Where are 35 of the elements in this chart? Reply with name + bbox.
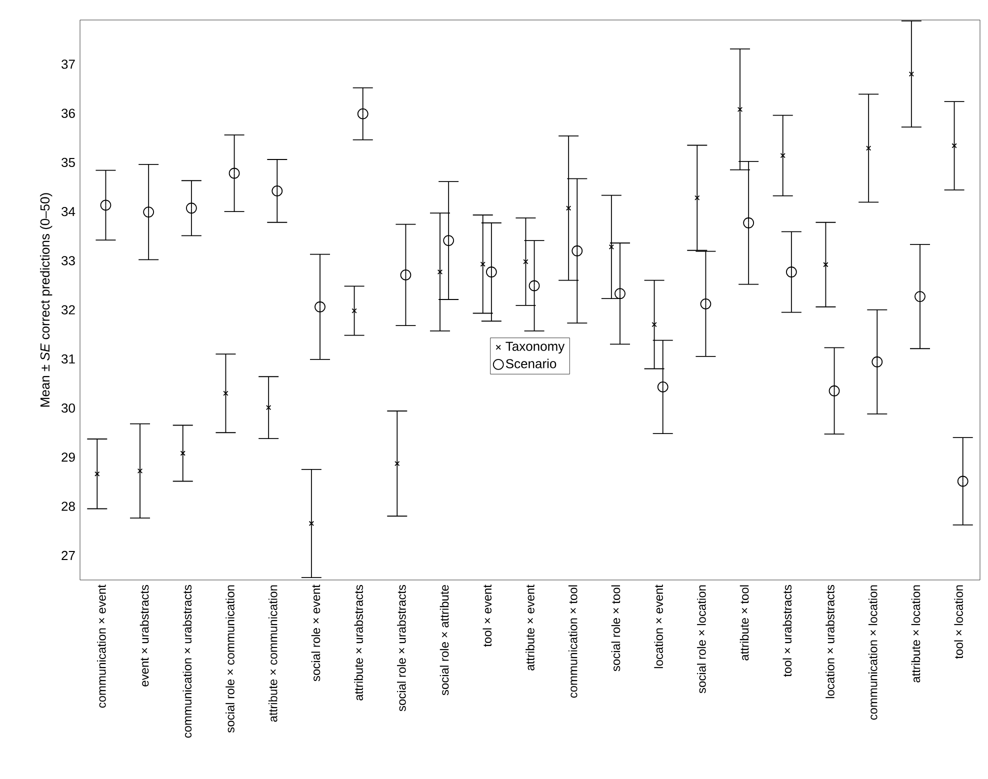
y-tick-label: 28 [62,502,75,511]
x-tick-label: location × event [654,584,663,668]
legend-label: Taxonomy [506,342,565,354]
y-tick-label: 32 [62,305,75,314]
x-tick-label: communication × location [868,585,878,720]
x-tick-label: attribute × location [911,585,920,682]
x-tick-label: social role × urabstracts [397,584,406,712]
x-tick-label: communication × tool [568,585,578,698]
x-tick-label: tool × event [482,584,492,647]
y-tick-label: 34 [62,206,76,216]
x-tick-label: social role × attribute [440,585,449,696]
y-tick-label: 35 [62,158,75,168]
y-tick-label: 27 [62,550,75,560]
x-tick-label: communication × urabstracts [182,584,192,738]
x-tick-label: social role × tool [611,585,620,672]
legend-label: Scenario [506,358,556,368]
y-tick-label: 30 [62,403,75,413]
x-tick-label: social role × location [697,585,706,694]
x-tick-label: tool × urabstracts [782,584,792,677]
x-tick-label: location × urabstracts [826,584,834,698]
y-tick-label: 36 [62,108,75,118]
x-tick-label: social role × communication [226,585,234,733]
y-tick-label: 37 [62,60,75,69]
x-tick-label: social role × event [311,584,320,682]
y-axis-title: Mean ± SE correct predictions (0–50) [40,193,52,407]
x-tick-label: tool × location [954,585,963,659]
x-tick-label: communication × event [97,584,106,708]
x-tick-label: attribute × event [526,584,534,670]
y-tick-label: 29 [62,452,75,462]
y-tick-label: 33 [62,256,75,266]
x-tick-label: attribute × communication [268,585,278,722]
x-tick-label: attribute × tool [740,585,749,660]
y-tick-label: 31 [62,354,75,364]
x-tick-label: attribute × urabstracts [354,584,363,700]
x-tick-label: event × urabstracts [140,584,149,686]
